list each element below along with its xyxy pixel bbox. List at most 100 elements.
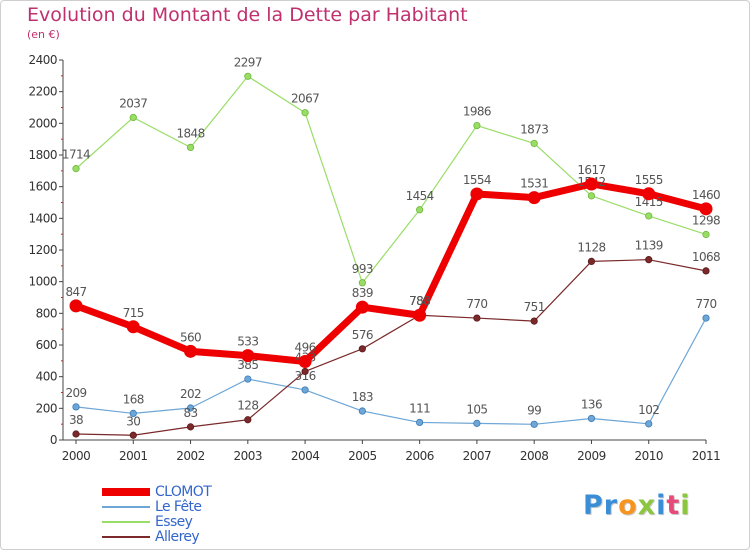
logo-letter: i: [680, 490, 691, 521]
legend-swatch: [102, 521, 150, 523]
data-label-clomot: 715: [123, 306, 144, 320]
point-essey: [358, 279, 366, 287]
y-tick-label: 2000: [28, 116, 57, 130]
x-tick-label: 2007: [463, 449, 492, 463]
point-le-f-te: [473, 419, 481, 427]
data-label-clomot: 560: [180, 330, 201, 344]
point-le-f-te: [129, 409, 137, 417]
point-clomot: [642, 187, 656, 201]
point-le-f-te: [244, 375, 252, 383]
data-label-essey: 1848: [176, 126, 204, 140]
data-label-clomot: 1531: [520, 177, 548, 191]
data-label-clomot: 1460: [692, 188, 720, 202]
data-label-le-f-te: 99: [527, 403, 541, 417]
logo-letter: r: [603, 490, 619, 521]
data-label-allerey: 128: [237, 399, 258, 413]
point-clomot: [241, 349, 255, 363]
y-tick-label: 600: [36, 338, 57, 352]
data-label-allerey: 770: [466, 297, 487, 311]
logo-letter: t: [666, 490, 681, 521]
data-label-allerey: 1068: [692, 250, 720, 264]
data-label-le-f-te: 770: [695, 297, 716, 311]
point-allerey: [72, 430, 80, 438]
legend-item: Le Fête: [100, 499, 300, 515]
data-label-clomot: 496: [295, 340, 316, 354]
data-label-le-f-te: 209: [65, 386, 86, 400]
y-tick-label: 1800: [28, 148, 57, 162]
data-label-essey: 2037: [119, 96, 147, 110]
data-label-le-f-te: 105: [466, 402, 487, 416]
point-clomot: [298, 354, 312, 368]
data-label-allerey: 38: [69, 413, 83, 427]
point-clomot: [355, 300, 369, 314]
point-le-f-te: [530, 420, 538, 428]
point-essey: [416, 206, 424, 214]
point-allerey: [301, 367, 309, 376]
y-tick-label: 2400: [28, 53, 57, 67]
point-essey: [473, 121, 481, 130]
data-label-clomot: 1555: [635, 173, 663, 187]
x-tick-label: 2009: [577, 449, 606, 463]
data-label-clomot: 533: [237, 335, 258, 349]
series-line-le-f-te: [75, 317, 707, 425]
data-label-essey: 1454: [406, 189, 434, 203]
data-label-essey: 2297: [234, 55, 262, 69]
data-label-essey: 1986: [463, 105, 491, 119]
y-tick-label: 400: [36, 370, 57, 384]
x-tick-label: 2005: [348, 449, 377, 463]
point-essey: [530, 139, 538, 148]
point-le-f-te: [301, 386, 309, 394]
point-essey: [645, 212, 653, 220]
point-le-f-te: [358, 407, 366, 415]
data-label-le-f-te: 316: [295, 369, 316, 383]
logo-letter: o: [618, 490, 638, 521]
point-clomot: [413, 308, 427, 322]
chart-title: Evolution du Montant de la Dette par Hab…: [27, 4, 468, 26]
point-essey: [72, 165, 80, 173]
x-tick-label: 2006: [405, 449, 434, 463]
point-le-f-te: [645, 420, 653, 428]
point-clomot: [184, 344, 198, 358]
y-tick-label: 2200: [28, 85, 57, 99]
point-clomot: [126, 320, 140, 334]
data-label-essey: 2067: [291, 92, 319, 106]
point-le-f-te: [416, 418, 424, 427]
x-tick-label: 2002: [176, 449, 205, 463]
data-label-allerey: 1128: [577, 240, 605, 254]
point-le-f-te: [702, 314, 710, 322]
legend-label: CLOMOT: [155, 484, 212, 500]
data-label-allerey: 30: [126, 414, 140, 428]
legend-item: Allerey: [100, 529, 300, 545]
data-label-clomot: 839: [352, 286, 373, 300]
data-label-le-f-te: 183: [352, 390, 373, 404]
point-allerey: [587, 257, 596, 265]
logo-letter: x: [637, 490, 657, 521]
x-tick-label: 2000: [62, 449, 91, 463]
series-line-allerey: [75, 259, 707, 436]
data-label-allerey: 83: [184, 406, 198, 420]
chart-subtitle: (en €): [27, 28, 60, 41]
x-tick-label: 2004: [291, 449, 320, 463]
point-essey: [244, 72, 252, 80]
data-label-essey: 1873: [520, 122, 548, 136]
data-label-le-f-te: 111: [409, 401, 430, 415]
point-clomot: [584, 177, 598, 191]
data-label-allerey: 751: [524, 300, 545, 314]
legend-swatch: [102, 488, 150, 496]
data-label-allerey: 576: [352, 328, 373, 342]
series-line-clomot: [72, 180, 710, 365]
y-tick-label: 0: [50, 433, 57, 447]
data-label-clomot: 788: [409, 294, 430, 308]
data-label-essey: 1415: [635, 195, 663, 209]
point-allerey: [530, 317, 538, 325]
point-le-f-te: [587, 414, 596, 423]
point-allerey: [244, 416, 252, 424]
point-allerey: [358, 345, 366, 353]
data-label-le-f-te: 202: [180, 387, 201, 401]
point-essey: [129, 113, 137, 122]
point-allerey: [645, 256, 653, 264]
point-le-f-te: [72, 403, 80, 411]
point-clomot: [527, 191, 541, 205]
point-allerey: [473, 314, 481, 322]
